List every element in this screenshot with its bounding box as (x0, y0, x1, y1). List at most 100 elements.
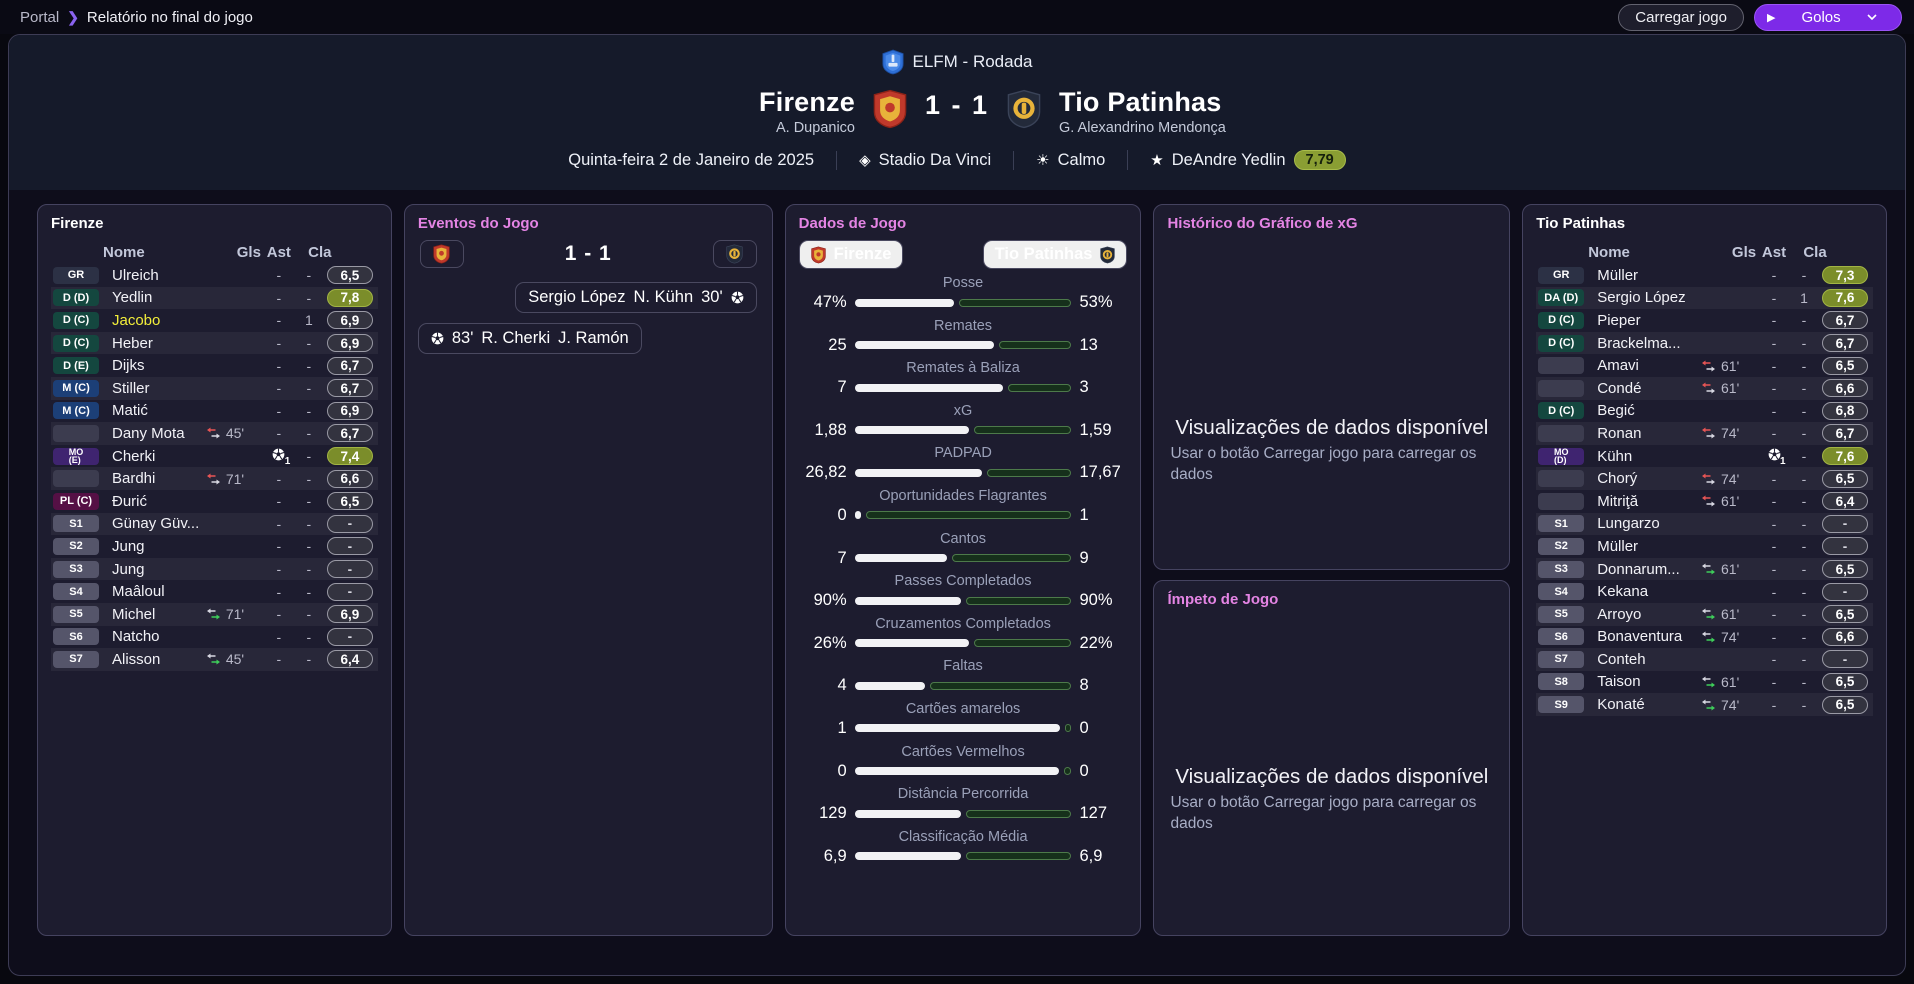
player-name[interactable]: Taison (1597, 673, 1641, 691)
player-name[interactable]: Kühn (1597, 447, 1633, 465)
player-name[interactable]: Amavi (1597, 357, 1639, 375)
squad-player-row[interactable]: S3 Donnarum... 61' - -6,5 (1536, 557, 1873, 581)
home-team-name[interactable]: Firenze (759, 87, 855, 117)
player-name[interactable]: Jacobo (112, 311, 161, 329)
squad-player-row[interactable]: M (C) Stiller - -6,7 (51, 376, 378, 400)
squad-player-row[interactable]: D (C) Pieper - -6,7 (1536, 309, 1873, 332)
player-name[interactable]: Yedlin (112, 289, 153, 307)
player-name[interactable]: Maâloul (112, 583, 165, 601)
player-name[interactable]: Conteh (1597, 650, 1646, 668)
squad-player-row[interactable]: Mitriţă 61' - -6,4 (1536, 490, 1873, 513)
squad-player-row[interactable]: S9 Konaté 74' - -6,5 (1536, 693, 1873, 716)
squad-player-row[interactable]: Condé 61' - -6,6 (1536, 376, 1873, 400)
squad-player-row[interactable]: Ronan 74' - -6,7 (1536, 422, 1873, 445)
player-name[interactable]: Kekana (1597, 583, 1649, 601)
position-badge: S3 (1538, 560, 1585, 578)
player-name[interactable]: Chorý (1597, 470, 1638, 488)
squad-player-row[interactable]: D (E) Dijks - -6,7 (51, 354, 378, 377)
squad-player-row[interactable]: GR Müller - -7,3 (1536, 264, 1873, 287)
substitution-minute: 74' (1721, 696, 1740, 713)
squad-player-row[interactable]: M (C) Matić - -6,9 (51, 400, 378, 423)
squad-player-row[interactable]: S5 Arroyo 61' - -6,5 (1536, 602, 1873, 626)
squad-player-row[interactable]: S4 Kekana - - - (1536, 580, 1873, 603)
squad-player-row[interactable]: PL (C) Đurić - -6,5 (51, 490, 378, 513)
player-name[interactable]: Donnarum... (1597, 560, 1680, 578)
player-name[interactable]: Arroyo (1597, 605, 1642, 623)
squad-player-row[interactable]: S1 Günay Güv... - - - (51, 512, 378, 536)
player-name[interactable]: Ulreich (112, 266, 159, 284)
squad-player-row[interactable]: D (D) Yedlin - -7,8 (51, 286, 378, 310)
goals-button[interactable]: ▶ Golos (1754, 3, 1902, 31)
squad-player-row[interactable]: S7 Conteh - - - (1536, 648, 1873, 671)
player-name[interactable]: Pieper (1597, 311, 1641, 329)
player-name[interactable]: Michel (112, 605, 156, 623)
squad-player-row[interactable]: S6 Bonaventura 74' - -6,6 (1536, 626, 1873, 649)
goals-cell: - (1771, 583, 1777, 600)
player-name[interactable]: Jung (112, 537, 145, 555)
player-name[interactable]: Müller (1597, 537, 1639, 555)
player-name[interactable]: Mitriţă (1597, 492, 1639, 510)
player-name[interactable]: Ronan (1597, 424, 1642, 442)
player-name[interactable]: Matić (112, 402, 148, 420)
squad-player-row[interactable]: S3 Jung - - - (51, 557, 378, 581)
squad-player-row[interactable]: Amavi 61' - -6,5 (1536, 354, 1873, 377)
squad-player-row[interactable]: GR Ulreich - -6,5 (51, 264, 378, 287)
load-game-button[interactable]: Carregar jogo (1618, 3, 1744, 31)
squad-player-row[interactable]: S7 Alisson 45' - -6,4 (51, 648, 378, 671)
player-name[interactable]: Alisson (112, 650, 161, 668)
player-name[interactable]: Dijks (112, 357, 145, 375)
stat-away-value: 9 (1079, 548, 1089, 567)
player-name[interactable]: Jung (112, 560, 145, 578)
away-team-name[interactable]: Tio Patinhas (1059, 87, 1222, 117)
event-pill[interactable]: 83' R. Cherki J. Ramón (417, 323, 642, 354)
player-name[interactable]: Bardhi (112, 470, 156, 488)
goals-cell: - (1771, 628, 1777, 645)
squad-player-row[interactable]: D (C) Jacobo - 1 6,9 (51, 309, 378, 332)
player-name[interactable]: Natcho (112, 628, 160, 646)
player-name[interactable]: Begić (1597, 402, 1635, 420)
squad-player-row[interactable]: S5 Michel 71' - -6,9 (51, 602, 378, 626)
squad-player-row[interactable]: S8 Taison 61' - -6,5 (1536, 671, 1873, 694)
position-badge: PL (C) (53, 492, 99, 510)
stats-home-team-button[interactable]: Firenze (798, 240, 904, 269)
squad-player-row[interactable]: S1 Lungarzo - - - (1536, 512, 1873, 536)
player-name[interactable]: Sergio López (1597, 289, 1686, 307)
squad-player-row[interactable]: D (C) Brackelma... - -6,7 (1536, 331, 1873, 355)
player-name[interactable]: Heber (112, 334, 153, 352)
squad-player-row[interactable]: S2 Müller - - - (1536, 535, 1873, 558)
rating-pill: 6,7 (1822, 311, 1868, 330)
squad-player-row[interactable]: Bardhi 71' - -6,6 (51, 467, 378, 490)
player-name[interactable]: Lungarzo (1597, 515, 1660, 533)
player-name[interactable]: Günay Güv... (112, 515, 200, 533)
player-name[interactable]: Dany Mota (112, 424, 185, 442)
player-name[interactable]: Cherki (112, 447, 156, 465)
best-player-name[interactable]: DeAndre Yedlin (1171, 150, 1286, 169)
squad-player-row[interactable]: D (C) Heber - -6,9 (51, 331, 378, 355)
stats-away-team-button[interactable]: Tio Patinhas (982, 240, 1128, 269)
stat-label: Remates (934, 317, 993, 334)
squad-player-row[interactable]: S2 Jung - - - (51, 535, 378, 558)
player-name[interactable]: Müller (1597, 266, 1639, 284)
breadcrumb-portal[interactable]: Portal (20, 8, 60, 26)
substitution-off-icon (206, 427, 220, 439)
squad-player-row[interactable]: Chorý 74' - -6,5 (1536, 467, 1873, 490)
assists-cell: - (306, 380, 312, 397)
assists-cell: - (306, 425, 312, 442)
goals-cell: - (1771, 673, 1777, 690)
player-name[interactable]: Condé (1597, 379, 1642, 397)
stat-row: Remates à Baliza 7 3 (799, 360, 1128, 397)
player-name[interactable]: Konaté (1597, 696, 1645, 714)
player-name[interactable]: Bonaventura (1597, 628, 1683, 646)
squad-player-row[interactable]: D (C) Begić - -6,8 (1536, 400, 1873, 423)
player-name[interactable]: Stiller (112, 379, 150, 397)
squad-player-row[interactable]: S4 Maâloul - - - (51, 580, 378, 603)
squad-player-row[interactable]: DA (D) Sergio López - 1 7,6 (1536, 286, 1873, 310)
squad-player-row[interactable]: S6 Natcho - - - (51, 626, 378, 649)
stat-home-value: 25 (828, 335, 847, 354)
player-name[interactable]: Brackelma... (1597, 334, 1681, 352)
squad-player-row[interactable]: Dany Mota 45' - -6,7 (51, 422, 378, 445)
squad-player-row[interactable]: MO (D) Kühn 1-7,6 (1536, 445, 1873, 468)
squad-player-row[interactable]: MO (E) Cherki 1-7,4 (51, 445, 378, 468)
player-name[interactable]: Đurić (112, 492, 148, 510)
event-pill[interactable]: Sergio López N. Kühn 30' (515, 282, 757, 313)
